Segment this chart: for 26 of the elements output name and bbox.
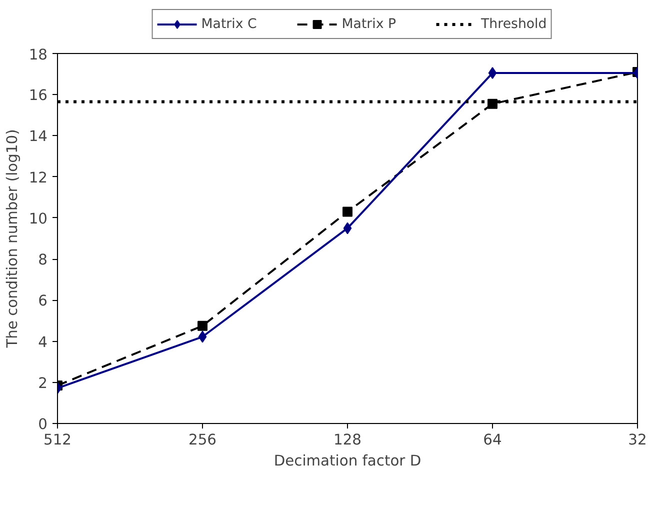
point [488, 98, 498, 109]
x-tick-label: 128 [334, 432, 362, 448]
y-tick-label: 14 [28, 128, 48, 146]
y-axis-title: The condition number (log10) [4, 129, 21, 349]
point [488, 67, 497, 80]
y-tick-label: 0 [38, 416, 48, 433]
point [198, 330, 207, 343]
y-tick-label: 2 [38, 374, 48, 392]
point [198, 320, 208, 331]
x-tick-label: 32 [628, 432, 647, 448]
y-tick-label: 8 [38, 252, 48, 269]
x-tick-label: 256 [188, 432, 216, 448]
y-tick-label: 16 [28, 87, 48, 104]
y-tick-label: 12 [28, 169, 48, 186]
y-tick-label: 4 [38, 334, 48, 351]
legend-label: Matrix C [201, 16, 257, 32]
x-tick-label: 64 [483, 432, 502, 448]
legend-label: Threshold [481, 16, 547, 32]
y-tick-label: 18 [28, 46, 48, 64]
y-tick-label: 10 [28, 210, 48, 228]
point [343, 222, 352, 234]
legend-label: Matrix P [342, 16, 396, 32]
x-axis-title: Decimation factor D [274, 452, 422, 470]
point [342, 206, 352, 217]
y-tick-label: 6 [38, 292, 48, 310]
x-tick-label: 512 [44, 432, 72, 448]
